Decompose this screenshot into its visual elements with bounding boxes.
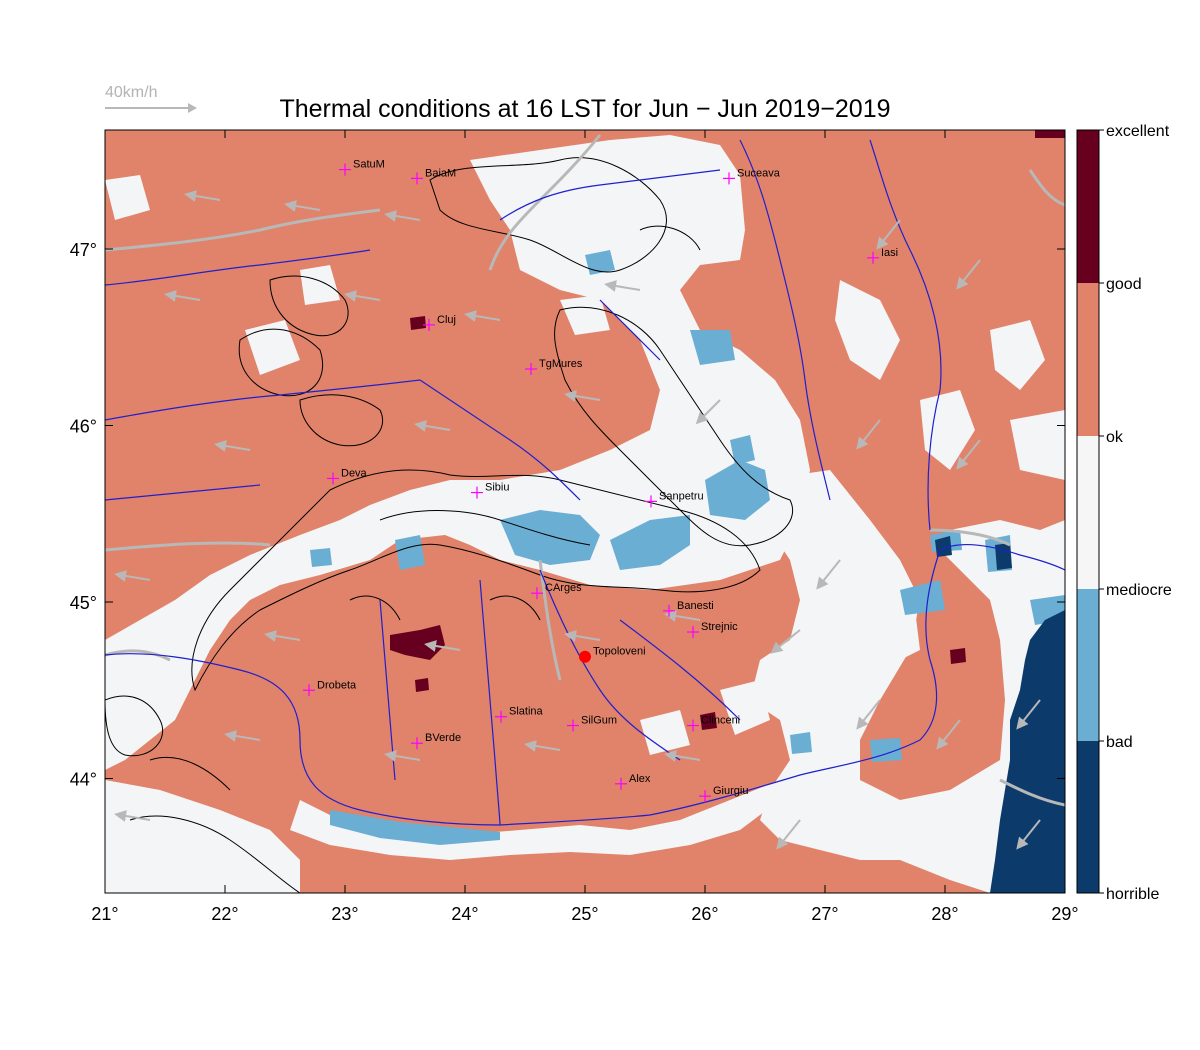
city-clinceni: Clinceni (687, 715, 740, 732)
lat-tick-label: 46° (70, 417, 97, 437)
city-tgmures: TgMures (525, 358, 583, 376)
city-iasi: Iasi (867, 247, 898, 264)
city-markers: SatuM BaiaM Suceava Iasi Cluj TgMures Deva Sibi… (303, 159, 898, 803)
lon-tick-label: 22° (211, 904, 238, 924)
city-giurgiu: Giurgiu (699, 785, 748, 803)
legend-swatch-ok-mediocre (1077, 436, 1099, 589)
legend-label-horrible: horrible (1106, 886, 1159, 903)
lon-tick-label: 26° (691, 904, 718, 924)
lon-tick-label: 27° (811, 904, 838, 924)
city-sanpetru: Sanpetru (645, 490, 704, 508)
city-bverde: BVerde (411, 732, 461, 750)
wind-arrows (114, 190, 1041, 850)
map-panel (105, 130, 1065, 893)
legend-swatch-good-ok (1077, 283, 1099, 436)
lon-tick-label: 21° (91, 904, 118, 924)
rivers (105, 139, 1065, 826)
city-label: Sanpetru (659, 490, 704, 502)
region-bad (310, 250, 1065, 845)
city-label: Cluj (437, 314, 456, 326)
region-horrible-patch (995, 543, 1012, 570)
city-label: SilGum (581, 715, 617, 727)
city-label: Slatina (509, 706, 544, 718)
legend-label-bad: bad (1106, 734, 1133, 751)
city-label: BaiaM (425, 167, 456, 179)
city-sibiu: Sibiu (471, 482, 509, 499)
legend-label-excellent: excellent (1106, 123, 1170, 140)
region-horrible (990, 610, 1065, 893)
city-satum: SatuM (339, 159, 385, 176)
legend-label-ok: ok (1106, 429, 1124, 446)
city-drobeta: Drobeta (303, 679, 357, 697)
lat-tick-label: 47° (70, 240, 97, 260)
target-marker (579, 650, 591, 663)
lon-tick-label: 29° (1051, 904, 1078, 924)
map-title: Thermal conditions at 16 LST for Jun − J… (279, 95, 890, 123)
city-suceava: Suceava (723, 167, 781, 185)
city-deva: Deva (327, 467, 368, 485)
city-slatina: Slatina (495, 706, 544, 723)
lon-tick-label: 28° (931, 904, 958, 924)
city-label: Topoloveni (593, 646, 646, 658)
city-label: BVerde (425, 732, 461, 744)
city-carges: CArges (531, 582, 582, 600)
city-label: Giurgiu (713, 785, 748, 797)
city-label: Iasi (881, 247, 898, 259)
legend: excellent good ok mediocre bad horrible (1076, 123, 1172, 903)
wind-reference-label: 40km/h (105, 84, 157, 101)
lat-tick-label: 45° (70, 593, 97, 613)
city-label: Suceava (737, 167, 781, 179)
legend-swatch-mediocre-bad (1077, 589, 1099, 741)
city-cluj: Cluj (423, 314, 456, 331)
city-topoloveni: Topoloveni (579, 646, 646, 663)
city-baiam: BaiaM (411, 167, 456, 185)
city-label: Clinceni (701, 715, 740, 727)
city-silgum: SilGum (567, 715, 617, 732)
wind-reference-arrowhead (188, 103, 197, 113)
lat-tick-label: 44° (70, 770, 97, 790)
legend-label-good: good (1106, 276, 1142, 293)
lon-tick-label: 25° (571, 904, 598, 924)
region-ok (105, 135, 1065, 893)
city-label: TgMures (539, 358, 583, 370)
city-banesti: Banesti (663, 600, 714, 617)
city-label: Sibiu (485, 482, 509, 494)
lon-tick-label: 24° (451, 904, 478, 924)
city-label: Deva (341, 467, 368, 479)
city-alex: Alex (615, 773, 651, 790)
legend-label-mediocre: mediocre (1106, 582, 1172, 599)
axis-ticks: 21° 22° 23° 24° 25° 26° 27° 28° 29° 47° 46° 45° 44° (70, 130, 1079, 924)
city-strejnic: Strejnic (687, 621, 738, 639)
city-label: Drobeta (317, 679, 357, 691)
legend-frame (1076, 129, 1100, 894)
city-label: Strejnic (701, 621, 738, 633)
city-label: SatuM (353, 159, 385, 171)
city-label: CArges (545, 582, 582, 594)
legend-swatch-excellent-good (1077, 130, 1099, 283)
lon-tick-label: 23° (331, 904, 358, 924)
legend-swatch-bad-horrible (1077, 741, 1099, 893)
city-label: Banesti (677, 600, 714, 612)
city-label: Alex (629, 773, 651, 785)
